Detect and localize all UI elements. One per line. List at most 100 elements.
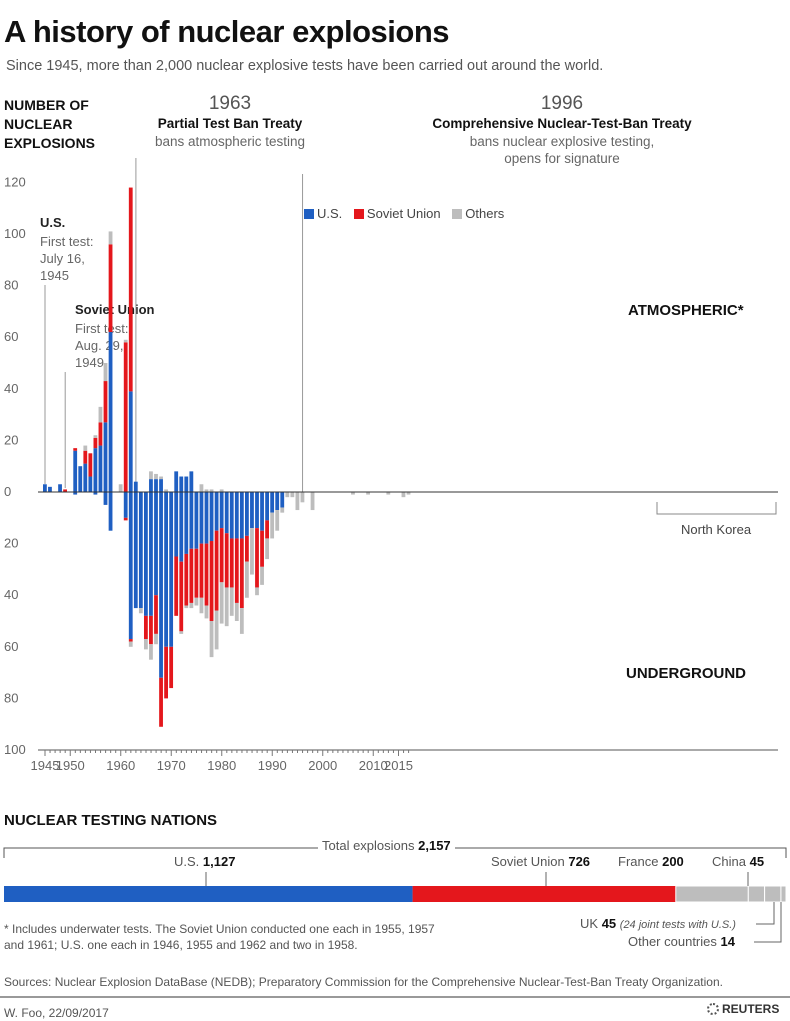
bar-underground: [280, 492, 285, 508]
bar-atmospheric: [43, 484, 47, 492]
x-tick-label: 1945: [31, 758, 60, 773]
bar-underground: [214, 492, 219, 531]
x-tick-label: 2010: [359, 758, 388, 773]
bar-underground: [73, 492, 78, 495]
bar-underground: [184, 492, 189, 554]
bar-atmospheric: [189, 471, 194, 492]
bar-underground: [245, 561, 249, 598]
bar-atmospheric: [174, 471, 179, 492]
bar-atmospheric: [88, 476, 93, 492]
bar-atmospheric: [103, 422, 108, 492]
legend-swatch-soviet: [353, 209, 364, 219]
bar-underground: [174, 556, 179, 616]
bar-underground: [295, 492, 300, 511]
bar-underground: [189, 602, 194, 609]
y-tick-label: 60: [4, 329, 18, 344]
x-tick-label: 2015: [384, 758, 413, 773]
bar-underground: [199, 543, 204, 598]
bar-atmospheric: [93, 435, 98, 438]
bar-underground: [149, 644, 153, 660]
annotation-1996-desc: bans nuclear explosive testing,: [469, 134, 655, 149]
pointer-line-other: [754, 902, 782, 943]
bar-underground: [239, 538, 244, 609]
bar-underground: [204, 492, 209, 544]
bar-underground: [149, 615, 153, 645]
bar-underground: [93, 492, 98, 495]
bar-atmospheric: [73, 448, 78, 451]
reuters-logo-icon: [707, 1003, 719, 1015]
y-tick-label: 80: [4, 690, 18, 705]
bar-underground: [275, 492, 280, 511]
bar-underground: [194, 597, 199, 606]
annotation-1996-year: 1996: [540, 93, 584, 114]
bar-atmospheric: [179, 476, 184, 492]
bar-atmospheric: [103, 381, 108, 423]
bar-underground: [224, 587, 229, 627]
nation-bar-segment: [780, 885, 787, 903]
footnote-line2: and 1961; U.S. one each in 1946, 1955 an…: [4, 938, 358, 952]
bar-atmospheric: [98, 406, 103, 423]
north-korea-bracket: [656, 502, 777, 515]
annotation-us-line2: July 16,: [40, 251, 85, 266]
annotation-1963-name: Partial Test Ban Treaty: [157, 116, 303, 131]
annotation-1963-year: 1963: [208, 93, 252, 114]
bar-underground: [209, 621, 214, 658]
bar-atmospheric: [98, 422, 103, 446]
bar-atmospheric: [164, 489, 168, 492]
bar-atmospheric: [154, 479, 158, 492]
y-tick-label: 20: [4, 536, 18, 551]
bar-atmospheric: [108, 244, 113, 333]
bar-underground: [199, 597, 204, 614]
bar-underground: [184, 605, 189, 609]
bar-atmospheric: [184, 476, 189, 492]
bar-atmospheric: [63, 489, 67, 492]
bar-underground: [265, 538, 269, 560]
annotation-soviet-line1: First test:: [75, 321, 129, 336]
legend-item-us: U.S.: [304, 206, 342, 221]
bar-underground: [123, 517, 128, 521]
credit: W. Foo, 22/09/2017: [4, 1006, 109, 1020]
bar-atmospheric: [219, 489, 224, 492]
bar-underground: [179, 561, 184, 632]
bar-atmospheric: [108, 231, 113, 245]
bar-underground: [224, 533, 229, 588]
annotation-us-line1: First test:: [40, 234, 94, 249]
y-tick-label: 80: [4, 278, 18, 293]
bar-underground: [169, 646, 174, 689]
footnote-line1: * Includes underwater tests. The Soviet …: [4, 922, 435, 936]
bar-underground: [209, 492, 214, 542]
bar-atmospheric: [98, 445, 103, 492]
bar-underground: [219, 528, 224, 583]
reuters-logo: REUTERS: [707, 1002, 779, 1016]
bar-underground: [234, 492, 239, 539]
bar-atmospheric: [133, 481, 138, 492]
bar-atmospheric: [128, 187, 133, 392]
bar-atmospheric: [149, 479, 153, 492]
annotation-1996-name: Comprehensive Nuclear-Test-Ban Treaty: [432, 116, 692, 131]
bar-underground: [351, 492, 355, 495]
bar-underground: [133, 492, 138, 609]
page-subtitle: Since 1945, more than 2,000 nuclear expl…: [6, 58, 604, 74]
y-tick-label: 40: [4, 587, 18, 602]
bar-underground: [214, 530, 219, 611]
nation-bar-segment: [412, 886, 676, 902]
annotation-north-korea: North Korea: [681, 522, 752, 537]
bar-underground: [229, 492, 234, 539]
y-tick-label: 60: [4, 639, 18, 654]
bar-atmospheric: [123, 342, 128, 492]
sources: Sources: Nuclear Explosion DataBase (NED…: [4, 975, 723, 989]
bar-atmospheric: [123, 339, 128, 343]
bar-underground: [169, 492, 174, 647]
bar-atmospheric: [159, 479, 163, 492]
zone-label-underground: UNDERGROUND: [626, 665, 746, 682]
bar-atmospheric: [83, 463, 88, 492]
bar-underground: [260, 530, 264, 567]
bar-underground: [189, 548, 194, 603]
nation-label-other: Other countries 14: [628, 934, 735, 949]
bar-underground: [159, 492, 163, 678]
bar-underground: [245, 535, 249, 562]
bar-underground: [234, 538, 239, 603]
y-tick-label: 100: [4, 742, 26, 757]
bar-underground: [154, 595, 158, 634]
bar-atmospheric: [93, 437, 98, 449]
